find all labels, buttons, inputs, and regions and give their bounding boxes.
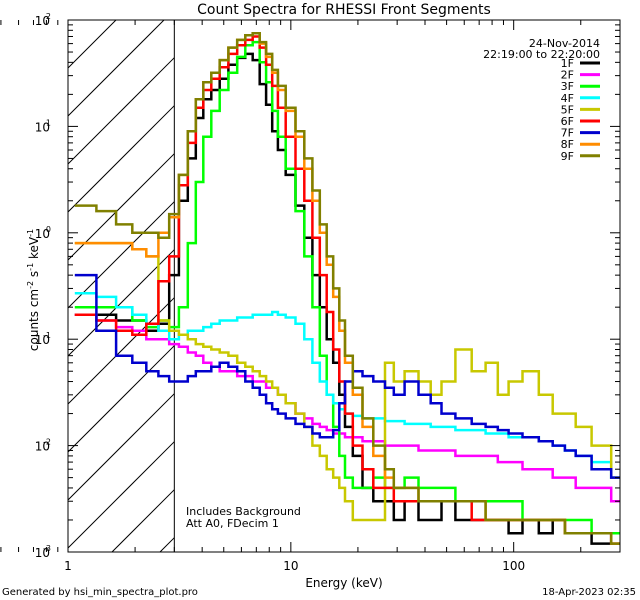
y-tick-label: 10-3	[35, 544, 51, 560]
y-axis-label: counts cm-2 s-1 keV-1	[26, 229, 41, 351]
legend-label-5f: 5F	[561, 103, 574, 116]
legend-label-2f: 2F	[561, 69, 574, 82]
series-line-5f	[74, 241, 620, 522]
plot-time-range: 22:19:00 to 22:20:00	[483, 48, 600, 61]
legend-label-4f: 4F	[561, 92, 574, 105]
y-tick-label: 102	[35, 12, 51, 28]
chart-title: Count Spectra for RHESSI Front Segments	[197, 2, 491, 18]
axis-ticks: 1 10 100 10-3 10-2 10-1 100 101 102	[0, 12, 621, 573]
footer-timestamp: 18-Apr-2023 02:35	[542, 587, 636, 598]
x-tick-label: 1	[64, 559, 72, 573]
hatch-line	[67, 105, 175, 213]
legend-label-1f: 1F	[561, 57, 574, 70]
plot-date: 24-Nov-2014	[529, 37, 600, 50]
legend-label-8f: 8F	[561, 138, 574, 151]
hatch-line	[67, 441, 175, 549]
hatch-line	[67, 345, 175, 453]
plot-frame	[67, 19, 621, 553]
hatch-line	[111, 489, 175, 553]
series-line-7f	[74, 273, 620, 479]
hatch-line	[159, 537, 175, 553]
y-tick-label: 10-2	[35, 438, 51, 454]
excluded-region-hatch	[67, 19, 175, 553]
hatch-line	[67, 393, 175, 501]
legend-label-9f: 9F	[561, 150, 574, 163]
hatch-line	[67, 201, 175, 309]
footer-generator: Generated by hsi_min_spectra_plot.pro	[2, 587, 198, 598]
series-line-6f	[74, 35, 620, 545]
x-tick-label: 10	[283, 559, 298, 573]
legend-label-7f: 7F	[561, 127, 574, 140]
x-tick-label: 100	[502, 559, 525, 573]
series-line-9f	[74, 32, 620, 545]
note-attenuator: Att A0, FDecim 1	[186, 517, 279, 530]
legend-label-6f: 6F	[561, 115, 574, 128]
legend-label-3f: 3F	[561, 80, 574, 93]
note-background: Includes Background	[186, 505, 301, 518]
series-line-2f	[74, 313, 620, 503]
hatch-line	[67, 19, 165, 117]
x-axis-label: Energy (keV)	[305, 576, 382, 590]
series-layer	[74, 32, 620, 545]
hatch-line	[67, 297, 175, 405]
y-tick-label: 100	[35, 225, 51, 241]
y-tick-label: 10-1	[35, 331, 51, 347]
hatch-line	[67, 57, 175, 165]
hatch-line	[67, 19, 117, 69]
y-tick-label: 101	[35, 118, 51, 134]
hatch-line	[67, 249, 175, 357]
series-line-3f	[74, 40, 620, 535]
